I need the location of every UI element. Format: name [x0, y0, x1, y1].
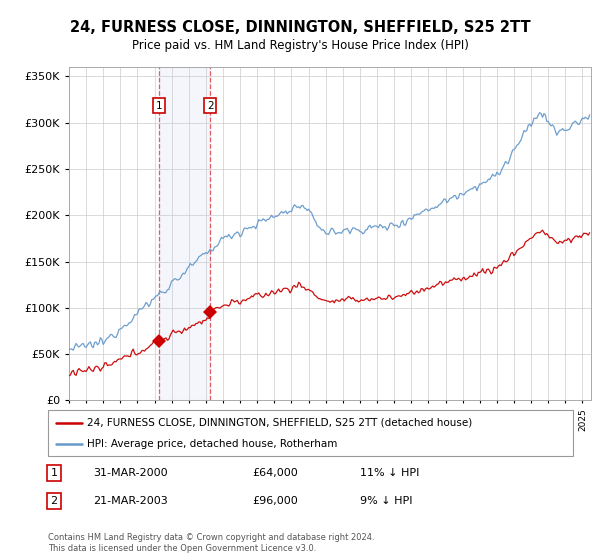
Text: £64,000: £64,000 — [252, 468, 298, 478]
Text: 21-MAR-2003: 21-MAR-2003 — [93, 496, 168, 506]
Text: Price paid vs. HM Land Registry's House Price Index (HPI): Price paid vs. HM Land Registry's House … — [131, 39, 469, 52]
Text: Contains HM Land Registry data © Crown copyright and database right 2024.
This d: Contains HM Land Registry data © Crown c… — [48, 533, 374, 553]
Text: 2: 2 — [50, 496, 58, 506]
Text: 24, FURNESS CLOSE, DINNINGTON, SHEFFIELD, S25 2TT (detached house): 24, FURNESS CLOSE, DINNINGTON, SHEFFIELD… — [88, 418, 473, 428]
Text: 2: 2 — [207, 100, 214, 110]
Bar — [159, 67, 210, 400]
Text: 31-MAR-2000: 31-MAR-2000 — [93, 468, 167, 478]
Text: HPI: Average price, detached house, Rotherham: HPI: Average price, detached house, Roth… — [88, 439, 338, 449]
Text: 1: 1 — [50, 468, 58, 478]
Text: 24, FURNESS CLOSE, DINNINGTON, SHEFFIELD, S25 2TT: 24, FURNESS CLOSE, DINNINGTON, SHEFFIELD… — [70, 20, 530, 35]
Text: 9% ↓ HPI: 9% ↓ HPI — [360, 496, 413, 506]
Text: £96,000: £96,000 — [252, 496, 298, 506]
Text: 11% ↓ HPI: 11% ↓ HPI — [360, 468, 419, 478]
FancyBboxPatch shape — [48, 410, 573, 456]
Text: 1: 1 — [155, 100, 162, 110]
